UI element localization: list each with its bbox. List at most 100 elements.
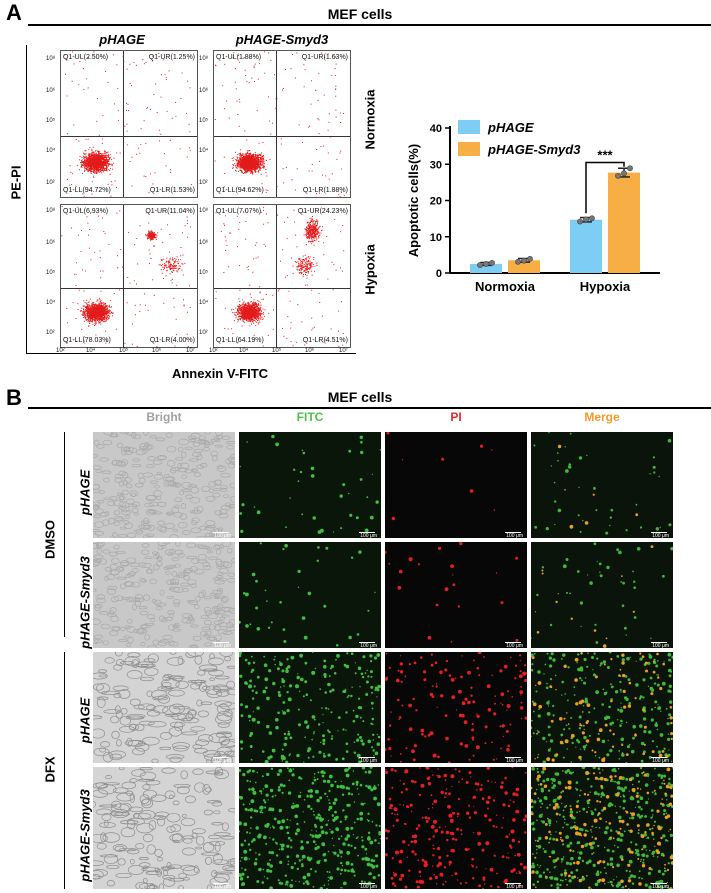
flow-event	[250, 165, 252, 167]
flow-event	[148, 234, 150, 236]
flow-event	[118, 289, 120, 291]
flow-event	[80, 251, 82, 253]
flow-event	[250, 172, 252, 174]
flow-event	[90, 171, 92, 173]
flow-event	[102, 162, 104, 163]
flow-event	[85, 314, 87, 316]
flow-event	[97, 166, 99, 168]
flow-event	[96, 172, 98, 174]
flow-event	[237, 165, 239, 167]
flow-event	[106, 312, 108, 314]
flow-event	[98, 134, 100, 136]
flow-event	[304, 69, 306, 71]
flow-event	[84, 301, 86, 303]
flow-event	[104, 169, 106, 171]
flow-event	[66, 341, 68, 343]
flow-event	[83, 312, 85, 313]
flow-event	[106, 305, 108, 307]
flow-event	[106, 309, 108, 311]
flow-event	[270, 133, 272, 135]
flow-event	[91, 303, 93, 305]
flow-event	[93, 308, 95, 310]
flow-event	[251, 161, 253, 163]
flow-event	[248, 154, 250, 156]
flow-event	[105, 320, 107, 322]
flow-event	[94, 307, 95, 309]
flow-event	[105, 308, 107, 310]
flow-event	[86, 165, 88, 167]
flow-event	[275, 107, 277, 109]
flow-event	[94, 309, 96, 311]
flow-event	[88, 315, 89, 316]
flow-event	[87, 160, 89, 162]
flow-event	[224, 63, 226, 65]
flow-event	[89, 311, 91, 312]
flow-event	[104, 151, 106, 153]
flow-event	[108, 156, 109, 158]
flow-event	[260, 158, 261, 160]
flow-event	[258, 313, 260, 315]
flow-event	[103, 308, 105, 310]
flow-event	[100, 155, 102, 157]
flow-event	[127, 103, 129, 105]
flow-event	[104, 157, 106, 159]
flow-event	[95, 170, 97, 171]
flow-event	[260, 167, 262, 169]
flow-event	[88, 161, 89, 163]
flow-event	[283, 182, 285, 184]
flow-event	[103, 161, 105, 163]
flow-event	[109, 157, 111, 158]
flow-event	[254, 165, 256, 167]
flow-event	[102, 155, 104, 157]
flow-event	[98, 153, 100, 155]
flow-event	[86, 306, 88, 308]
flow-event	[92, 146, 94, 148]
flow-event	[100, 277, 102, 279]
flow-event	[335, 95, 337, 97]
flow-event	[139, 152, 141, 154]
flow-event	[102, 217, 103, 219]
flow-event	[169, 267, 171, 269]
flow-event	[255, 168, 257, 170]
flow-event	[181, 72, 183, 74]
flow-event	[104, 163, 106, 165]
flow-event	[99, 322, 101, 324]
flow-event	[89, 154, 91, 156]
flow-event	[109, 315, 111, 317]
flow-event	[175, 260, 176, 262]
flow-event	[242, 163, 244, 165]
flow-event	[318, 192, 320, 194]
flow-event	[252, 163, 254, 165]
flow-event	[89, 160, 91, 162]
flow-event	[246, 156, 247, 158]
flow-event	[72, 302, 74, 304]
flow-event	[252, 160, 254, 162]
flow-event	[259, 169, 261, 171]
flow-event	[83, 162, 84, 164]
flow-event	[102, 162, 104, 164]
flow-event	[149, 173, 151, 175]
flow-event	[147, 237, 149, 239]
flow-event	[106, 154, 108, 156]
flow-event	[95, 315, 97, 317]
flow-event	[95, 314, 97, 316]
flow-event	[248, 157, 249, 159]
flow-event	[246, 164, 248, 166]
flow-event	[102, 312, 104, 314]
flow-event	[99, 163, 101, 165]
flow-event	[90, 169, 92, 171]
flow-event	[241, 157, 243, 159]
flow-event	[94, 251, 96, 253]
flow-event	[247, 170, 249, 172]
flow-event	[249, 164, 251, 166]
flow-event	[86, 318, 88, 320]
flow-event	[101, 306, 103, 308]
flow-event	[96, 162, 98, 164]
flow-event	[92, 169, 94, 171]
flow-event	[88, 166, 90, 168]
flow-event	[335, 63, 337, 65]
flow-event	[103, 312, 105, 314]
flow-event	[90, 316, 92, 318]
flow-event	[262, 163, 264, 165]
flow-event	[98, 304, 100, 306]
